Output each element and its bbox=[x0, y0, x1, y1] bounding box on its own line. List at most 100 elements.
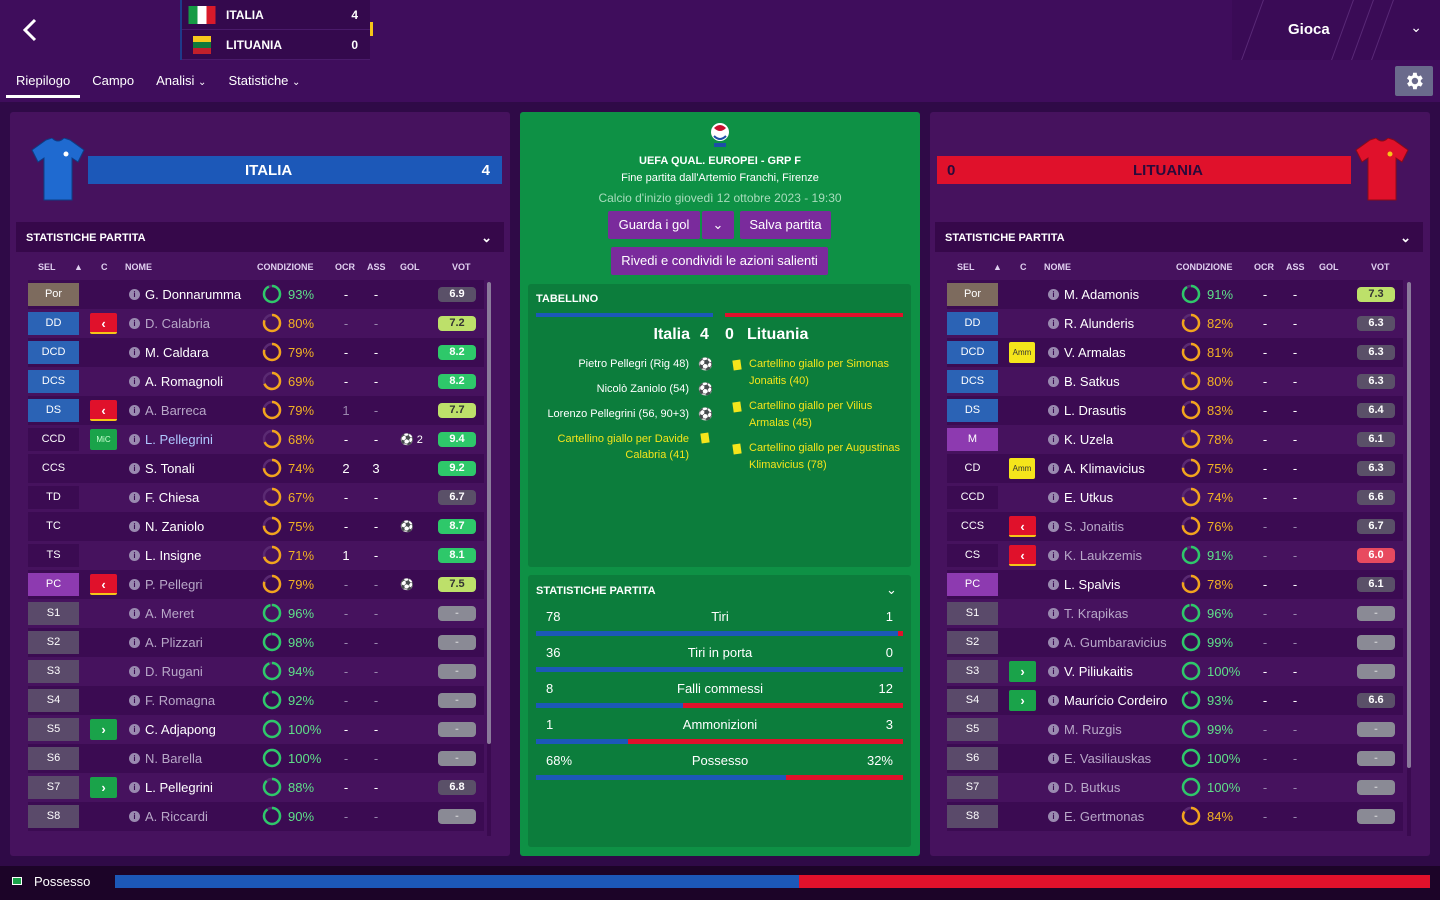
info-icon[interactable]: i bbox=[1048, 753, 1059, 764]
player-name[interactable]: F. Romagna bbox=[145, 693, 216, 708]
player-name[interactable]: V. Armalas bbox=[1064, 345, 1126, 360]
save-match-button[interactable]: Salva partita bbox=[740, 211, 831, 239]
info-icon[interactable]: i bbox=[1048, 811, 1059, 822]
position-badge[interactable]: CCD bbox=[947, 486, 998, 509]
info-icon[interactable]: i bbox=[1048, 550, 1059, 561]
watch-goals-dropdown[interactable]: ⌄ bbox=[702, 211, 734, 239]
player-row[interactable]: Por i G. Donnarumma 93% - - 6.9 bbox=[28, 280, 484, 309]
position-badge[interactable]: TD bbox=[28, 486, 79, 509]
info-icon[interactable]: i bbox=[1048, 463, 1059, 474]
position-badge[interactable]: DCS bbox=[947, 370, 998, 393]
player-row[interactable]: S4 i F. Romagna 92% - - - bbox=[28, 686, 484, 715]
player-row[interactable]: TD i F. Chiesa 67% - - 6.7 bbox=[28, 483, 484, 512]
position-badge[interactable]: PC bbox=[947, 573, 998, 596]
away-scrollbar[interactable] bbox=[1407, 282, 1411, 836]
player-name[interactable]: A. Meret bbox=[145, 606, 195, 621]
info-icon[interactable]: i bbox=[1048, 637, 1059, 648]
player-name[interactable]: A. Romagnoli bbox=[145, 374, 224, 389]
player-name[interactable]: S. Jonaitis bbox=[1064, 519, 1124, 534]
info-icon[interactable]: i bbox=[1048, 695, 1059, 706]
player-name[interactable]: L. Drasutis bbox=[1064, 403, 1127, 418]
player-row[interactable]: S2 i A. Plizzari 98% - - - bbox=[28, 628, 484, 657]
col-ass[interactable]: ASS bbox=[1286, 262, 1305, 272]
info-icon[interactable]: i bbox=[129, 666, 140, 677]
chevron-down-icon[interactable]: ⌄ bbox=[1410, 19, 1422, 35]
player-row[interactable]: DCD i M. Caldara 79% - - 8.2 bbox=[28, 338, 484, 367]
col-nome[interactable]: NOME bbox=[125, 262, 152, 272]
position-badge[interactable]: S6 bbox=[28, 747, 79, 770]
info-icon[interactable]: i bbox=[129, 492, 140, 503]
player-row[interactable]: S7 › i L. Pellegrini 88% - - 6.8 bbox=[28, 773, 484, 802]
info-icon[interactable]: i bbox=[129, 753, 140, 764]
position-badge[interactable]: DD bbox=[947, 312, 998, 335]
player-row[interactable]: DCD Amm i V. Armalas 81% - - 6.3 bbox=[947, 338, 1403, 367]
position-badge[interactable]: DS bbox=[28, 399, 79, 422]
sort-asc-icon[interactable]: ▲ bbox=[993, 262, 1002, 272]
info-icon[interactable]: i bbox=[129, 811, 140, 822]
player-name[interactable]: M. Adamonis bbox=[1064, 287, 1140, 302]
position-badge[interactable]: S2 bbox=[28, 631, 79, 654]
col-ocr[interactable]: OCR bbox=[1254, 262, 1274, 272]
player-name[interactable]: Maurício Cordeiro bbox=[1064, 693, 1168, 708]
col-gol[interactable]: GOL bbox=[1319, 262, 1339, 272]
col-sel[interactable]: SEL bbox=[38, 262, 56, 272]
info-icon[interactable]: i bbox=[129, 405, 140, 416]
player-name[interactable]: S. Tonali bbox=[145, 461, 195, 476]
player-name[interactable]: C. Adjapong bbox=[145, 722, 216, 737]
position-badge[interactable]: S2 bbox=[947, 631, 998, 654]
position-badge[interactable]: S1 bbox=[28, 602, 79, 625]
chevron-down-icon[interactable]: ⌄ bbox=[886, 582, 897, 597]
player-name[interactable]: D. Butkus bbox=[1064, 780, 1121, 795]
player-name[interactable]: D. Calabria bbox=[145, 316, 211, 331]
col-ocr[interactable]: OCR bbox=[335, 262, 355, 272]
info-icon[interactable]: i bbox=[129, 521, 140, 532]
col-vot[interactable]: VOT bbox=[452, 262, 471, 272]
player-name[interactable]: N. Barella bbox=[145, 751, 203, 766]
info-icon[interactable]: i bbox=[1048, 521, 1059, 532]
player-name[interactable]: K. Laukzemis bbox=[1064, 548, 1143, 563]
player-row[interactable]: S6 i N. Barella 100% - - - bbox=[28, 744, 484, 773]
watch-goals-button[interactable]: Guarda i gol bbox=[608, 211, 700, 239]
player-row[interactable]: S7 i D. Butkus 100% - - - bbox=[947, 773, 1403, 802]
player-row[interactable]: DS i L. Drasutis 83% - - 6.4 bbox=[947, 396, 1403, 425]
info-icon[interactable]: i bbox=[129, 347, 140, 358]
player-row[interactable]: Por i M. Adamonis 91% - - 7.3 bbox=[947, 280, 1403, 309]
player-name[interactable]: V. Piliukaitis bbox=[1064, 664, 1133, 679]
player-row[interactable]: CCS ‹ i S. Jonaitis 76% - - 6.7 bbox=[947, 512, 1403, 541]
position-badge[interactable]: S8 bbox=[28, 805, 79, 828]
player-name[interactable]: P. Pellegri bbox=[145, 577, 203, 592]
player-name[interactable]: K. Uzela bbox=[1064, 432, 1114, 447]
player-name[interactable]: E. Vasiliauskas bbox=[1064, 751, 1152, 766]
info-icon[interactable]: i bbox=[1048, 782, 1059, 793]
player-row[interactable]: CD Amm i A. Klimavicius 75% - - 6.3 bbox=[947, 454, 1403, 483]
tab-analisi[interactable]: Analisi ⌄ bbox=[146, 66, 216, 98]
player-row[interactable]: DD i R. Alunderis 82% - - 6.3 bbox=[947, 309, 1403, 338]
info-icon[interactable]: i bbox=[129, 434, 140, 445]
position-badge[interactable]: DS bbox=[947, 399, 998, 422]
player-name[interactable]: E. Utkus bbox=[1064, 490, 1114, 505]
player-name[interactable]: A. Plizzari bbox=[145, 635, 203, 650]
info-icon[interactable]: i bbox=[1048, 347, 1059, 358]
review-highlights-button[interactable]: Rivedi e condividi le azioni salienti bbox=[611, 247, 828, 275]
player-name[interactable]: A. Barreca bbox=[145, 403, 207, 418]
info-icon[interactable]: i bbox=[1048, 405, 1059, 416]
player-row[interactable]: S5 i M. Ruzgis 99% - - - bbox=[947, 715, 1403, 744]
position-badge[interactable]: TS bbox=[28, 544, 79, 567]
position-badge[interactable]: TC bbox=[28, 515, 79, 538]
player-name[interactable]: A. Klimavicius bbox=[1064, 461, 1145, 476]
player-row[interactable]: CCD MiC i L. Pellegrini 68% - - ⚽ 2 9.4 bbox=[28, 425, 484, 454]
info-icon[interactable]: i bbox=[129, 695, 140, 706]
home-scrollbar[interactable] bbox=[487, 282, 491, 836]
player-row[interactable]: DD ‹ i D. Calabria 80% - - 7.2 bbox=[28, 309, 484, 338]
player-name[interactable]: T. Krapikas bbox=[1064, 606, 1129, 621]
player-row[interactable]: S3 i D. Rugani 94% - - - bbox=[28, 657, 484, 686]
col-sel[interactable]: SEL bbox=[957, 262, 975, 272]
position-badge[interactable]: S1 bbox=[947, 602, 998, 625]
player-row[interactable]: DCS i A. Romagnoli 69% - - 8.2 bbox=[28, 367, 484, 396]
player-row[interactable]: S4 › i Maurício Cordeiro 93% - - 6.6 bbox=[947, 686, 1403, 715]
player-name[interactable]: L. Spalvis bbox=[1064, 577, 1121, 592]
player-row[interactable]: DCS i B. Satkus 80% - - 6.3 bbox=[947, 367, 1403, 396]
position-badge[interactable]: PC bbox=[28, 573, 79, 596]
player-row[interactable]: S1 i T. Krapikas 96% - - - bbox=[947, 599, 1403, 628]
